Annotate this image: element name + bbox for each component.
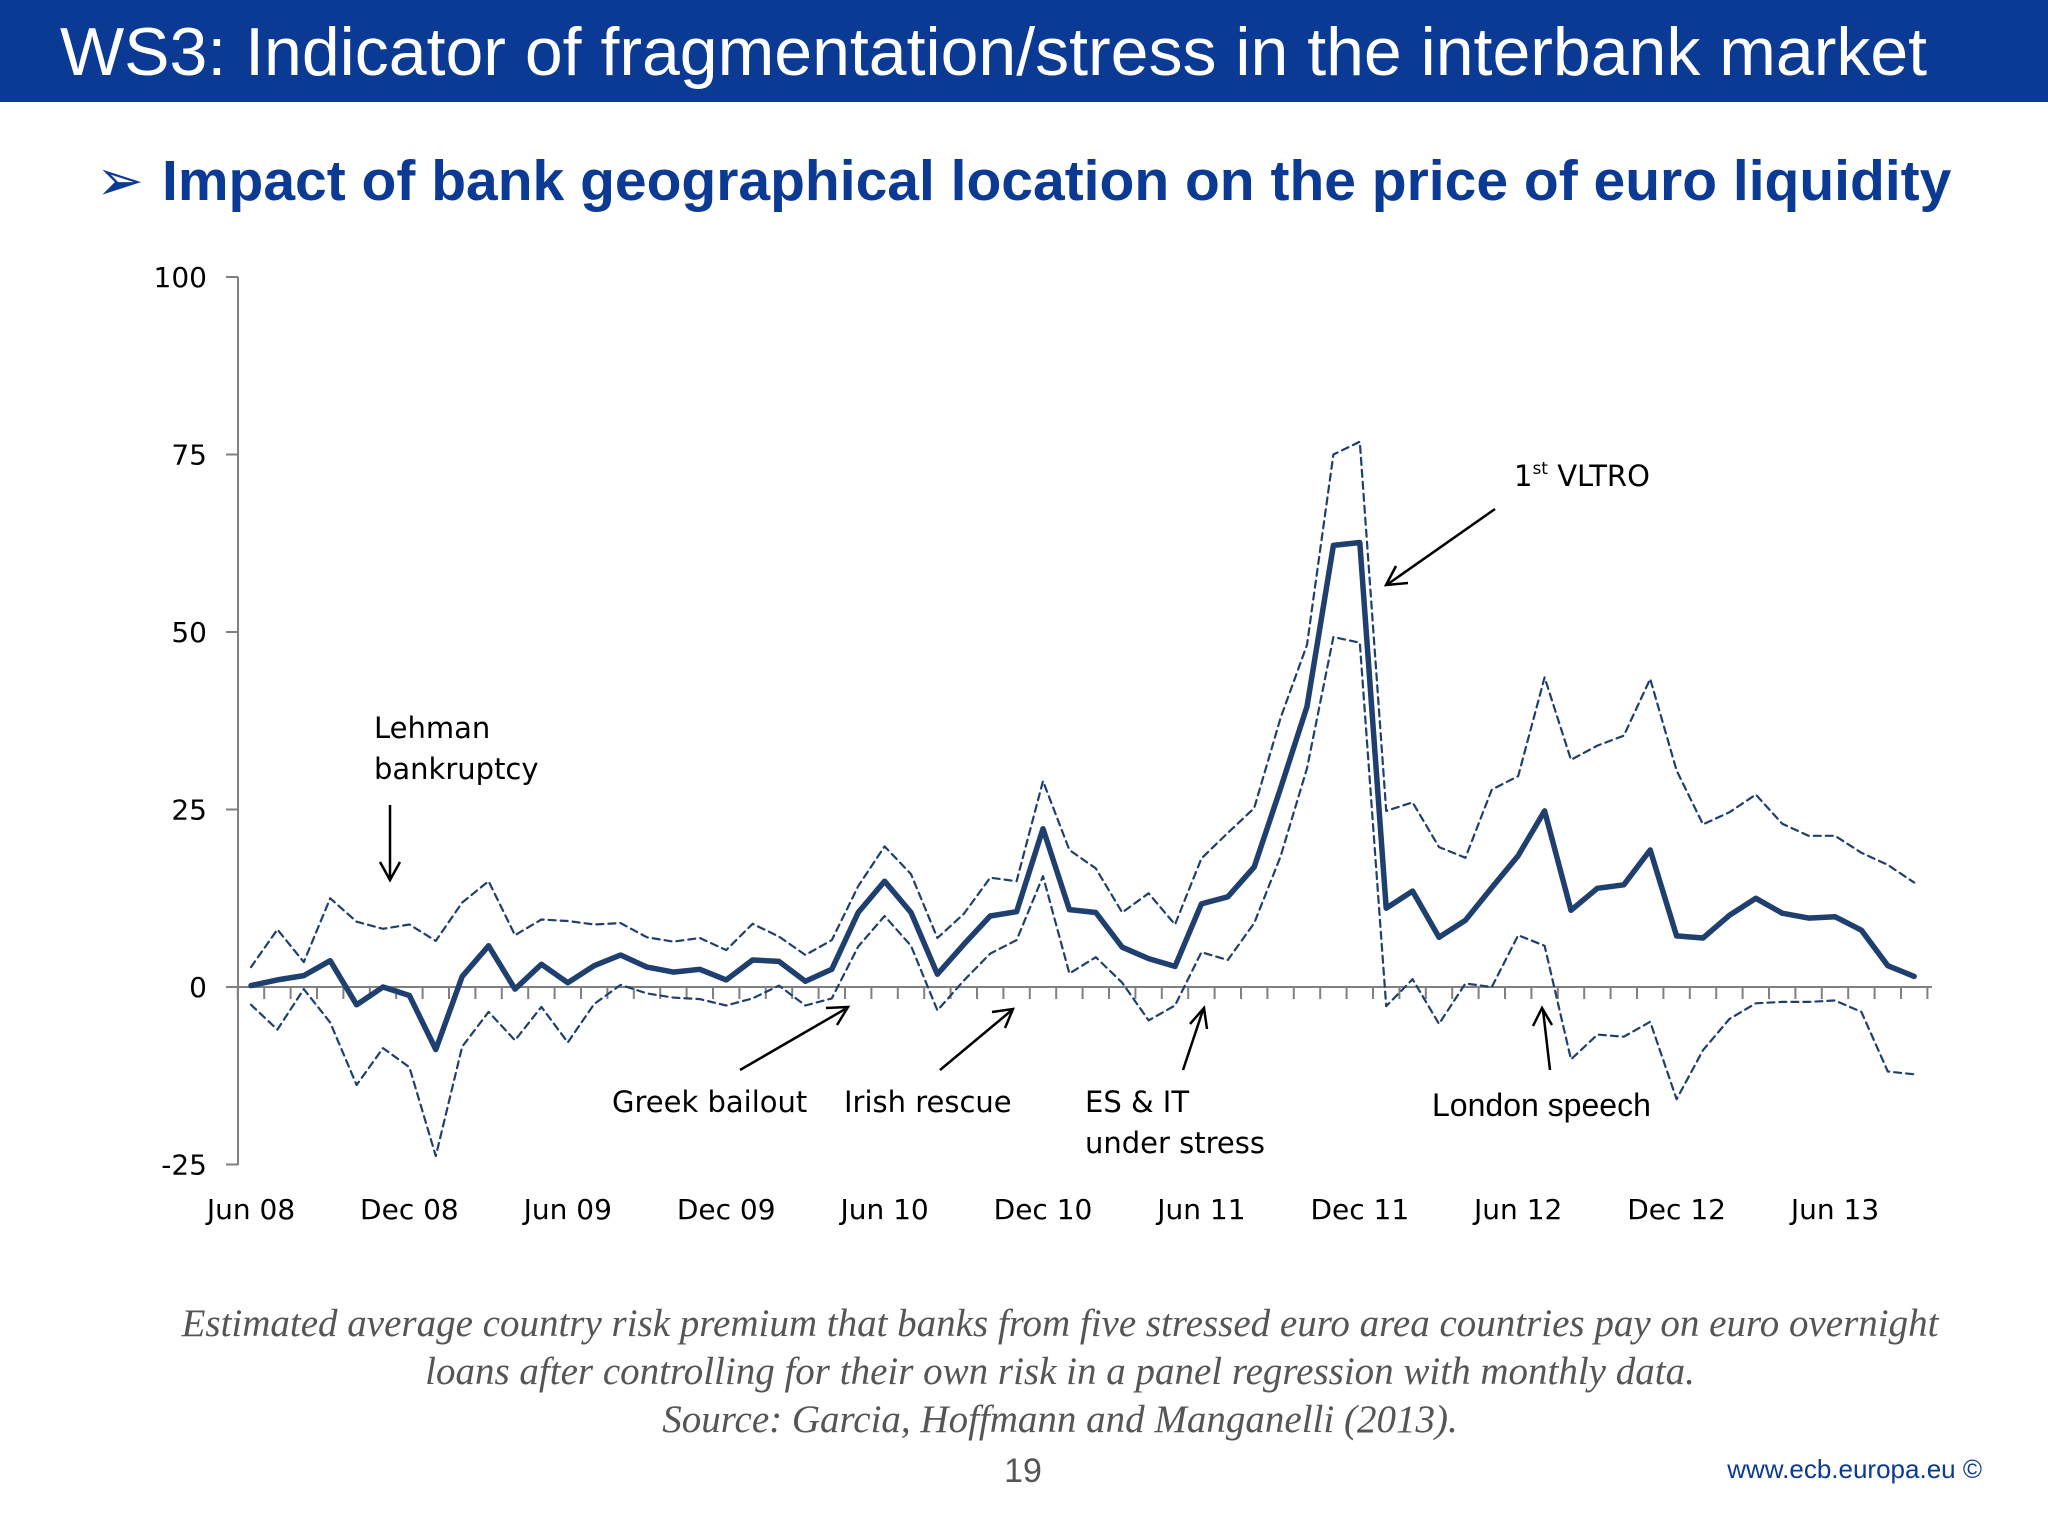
y-axis: -25 0 25 50 75 100: [154, 261, 239, 1182]
x-axis: Jun 08 Dec 08 Jun 09 Dec 09 Jun 10 Dec 10 Jun …: [205, 986, 1932, 1226]
x-tick-label: Jun 09: [522, 1193, 612, 1226]
london-speech-label: London speech: [1432, 1087, 1651, 1123]
x-tick-labels: Jun 08 Dec 08 Jun 09 Dec 09 Jun 10 Dec 10 Jun …: [205, 1193, 1879, 1226]
vltro-label: 1st VLTRO: [1514, 459, 1650, 493]
series-group: [248, 440, 1917, 1158]
esit-label-line2: under stress: [1085, 1126, 1265, 1160]
lehman-label-line1: Lehman: [374, 711, 490, 745]
series-line-upper-band: [249, 440, 1916, 969]
x-tick-label: Dec 08: [360, 1193, 459, 1226]
vltro-label-sup: st: [1532, 459, 1548, 479]
slide-title: WS3: Indicator of fragmentation/stress i…: [60, 14, 1928, 90]
series-line-lower-band: [249, 635, 1916, 1158]
vltro-arrow-icon: [1383, 507, 1496, 587]
vltro-label-main: 1: [1514, 459, 1532, 493]
y-ticks: -25 0 25 50 75 100: [154, 261, 238, 1182]
y-tick-label: 25: [171, 794, 207, 827]
x-tick-label: Jun 13: [1789, 1193, 1879, 1226]
x-tick-label: Dec 10: [994, 1193, 1093, 1226]
y-tick-label: 100: [154, 261, 207, 294]
x-tick-label: Jun 11: [1155, 1193, 1245, 1226]
x-ticks: [236, 987, 1929, 999]
slide-subtitle: ➢ Impact of bank geographical location on…: [96, 148, 1951, 214]
irish-rescue-label: Irish rescue: [844, 1085, 1012, 1119]
caption-line-1: Estimated average country risk premium t…: [181, 1302, 1939, 1345]
x-tick-label: Dec 09: [677, 1193, 776, 1226]
annotations: Lehman bankruptcy 1st VLTRO Greek bailou…: [374, 459, 1651, 1160]
page-number: 19: [1004, 1452, 1042, 1490]
london-arrow-icon: [1531, 1005, 1554, 1071]
y-tick-label: 50: [171, 616, 207, 649]
y-tick-label: -25: [161, 1149, 207, 1182]
website-link[interactable]: www.ecb.europa.eu ©: [1727, 1454, 1982, 1484]
arrow-bullet-icon: ➢: [96, 149, 144, 213]
lehman-arrow-icon: [378, 805, 402, 883]
greek-arrow-icon: [739, 1005, 851, 1072]
x-tick-label: Dec 12: [1627, 1193, 1726, 1226]
esit-label-line1: ES & IT: [1085, 1085, 1189, 1119]
chart-caption: Estimated average country risk premium t…: [120, 1300, 2000, 1444]
x-tick-label: Jun 12: [1472, 1193, 1562, 1226]
y-tick-label: 75: [171, 439, 207, 472]
vltro-label-rest: VLTRO: [1548, 459, 1650, 493]
title-bar: WS3: Indicator of fragmentation/stress i…: [0, 0, 2048, 102]
caption-line-2: loans after controlling for their own ri…: [425, 1350, 1695, 1393]
caption-source: Source: Garcia, Hoffmann and Manganelli …: [662, 1398, 1458, 1441]
greek-bailout-label: Greek bailout: [612, 1085, 807, 1119]
x-tick-label: Jun 08: [205, 1193, 295, 1226]
irish-arrow-icon: [939, 1007, 1016, 1071]
lehman-label-line2: bankruptcy: [374, 752, 539, 786]
y-tick-label: 0: [189, 971, 207, 1004]
x-tick-label: Jun 10: [838, 1193, 928, 1226]
esit-arrow-icon: [1181, 1005, 1209, 1071]
subtitle-text: Impact of bank geographical location on …: [162, 149, 1952, 213]
series-line-estimate: [248, 539, 1917, 1053]
x-tick-label: Dec 11: [1310, 1193, 1409, 1226]
